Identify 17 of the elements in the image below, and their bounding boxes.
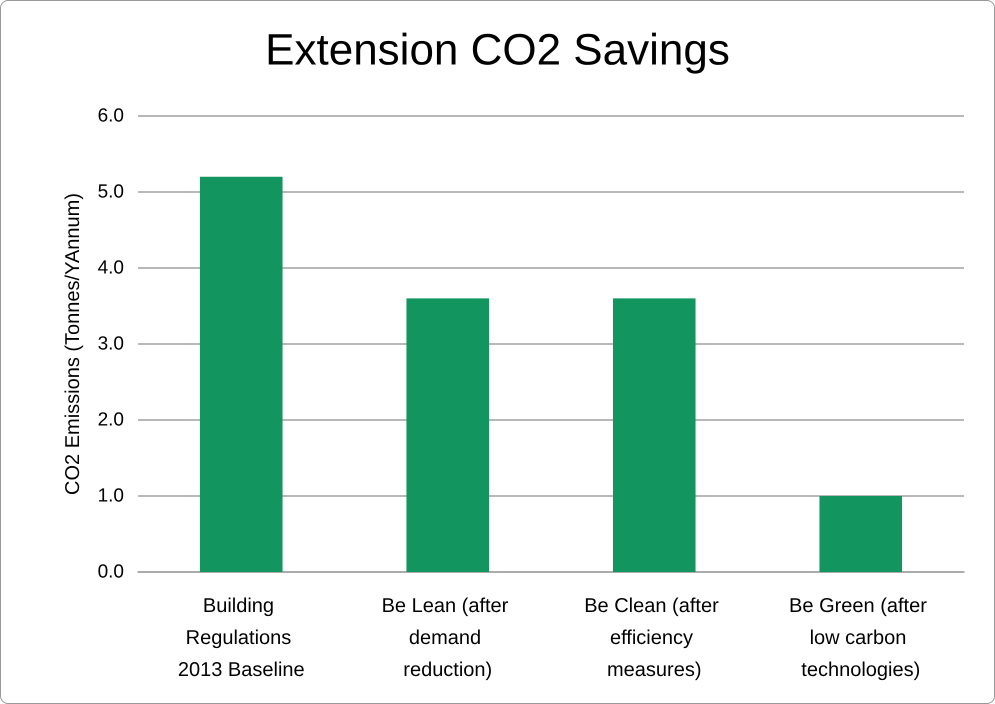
chart-title: Extension CO2 Savings [265,26,730,74]
y-axis-title: CO2 Emissions (Tonnes/YAnnum) [62,193,84,495]
y-tick-label: 1.0 [98,486,124,506]
y-tick-label: 6.0 [98,106,124,126]
x-tick-label: Building Regulations 2013 Baseline [178,595,305,681]
bar [406,298,490,572]
x-tick-label: Be Clean (after efficiency measures) [584,595,724,681]
y-tick-label: 5.0 [98,182,124,202]
x-tick-label: Be Green (after low carbon technologies) [789,595,932,681]
y-tick-label: 4.0 [98,258,124,278]
y-tick-label: 3.0 [98,334,124,354]
bar [819,496,902,572]
bar [200,176,283,572]
y-tick-label: 0.0 [98,562,124,582]
x-tick-label: Be Lean (after demand reduction) [382,595,514,681]
y-tick-label: 2.0 [98,410,124,430]
bar [612,298,696,572]
